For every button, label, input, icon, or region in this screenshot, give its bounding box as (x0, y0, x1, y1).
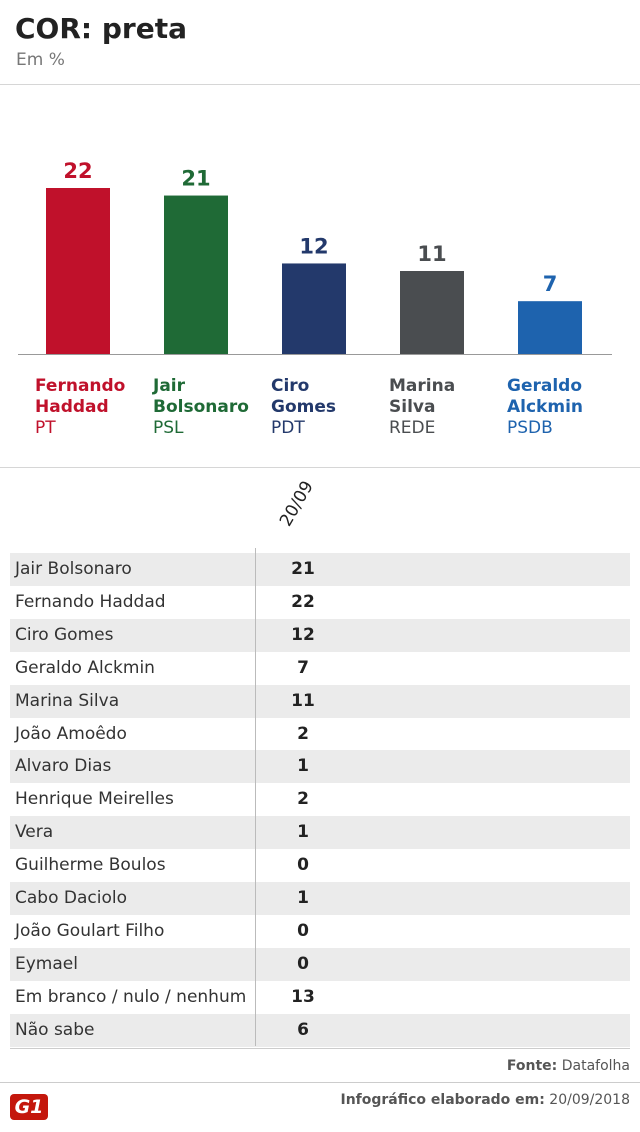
table-row: Não sabe 6 (10, 1013, 630, 1047)
credit: Infográfico elaborado em: 20/09/2018 (340, 1092, 630, 1108)
table-row: Cabo Daciolo 1 (10, 882, 630, 915)
table-row: João Amoêdo 2 (10, 718, 630, 751)
candidate-name: Henrique Meirelles (15, 789, 174, 810)
category-label: Geraldo Alckmin (507, 376, 584, 417)
value-label: 7 (543, 272, 558, 296)
candidate-name: Jair Bolsonaro (15, 559, 132, 579)
logo: G1 (10, 1094, 48, 1120)
divider (10, 1048, 630, 1049)
candidate-value: 0 (297, 953, 309, 974)
subtitle: Em % (16, 50, 65, 70)
candidate-name: Não sabe (15, 1019, 95, 1040)
candidate-value: 7 (297, 657, 309, 678)
category-label: Marina Silva (389, 376, 456, 417)
party-label: PSL (153, 418, 184, 438)
category-label: Fernando Haddad (35, 376, 126, 417)
candidate-value: 6 (297, 1019, 309, 1040)
candidate-value: 2 (297, 723, 309, 744)
table-row: Jair Bolsonaro 21 (10, 553, 630, 586)
credit-date: 20/09/2018 (549, 1092, 630, 1108)
candidate-name: Ciro Gomes (15, 624, 114, 645)
candidate-value: 1 (297, 888, 309, 908)
table-row: Guilherme Boulos 0 (10, 849, 630, 882)
candidate-value: 21 (291, 559, 315, 579)
bar (518, 301, 582, 354)
table-row: Ciro Gomes 12 (10, 618, 630, 652)
bar-chart: 22 21 12 11 7 (18, 159, 612, 355)
candidate-value: 22 (291, 591, 315, 612)
candidate-name: Geraldo Alckmin (15, 657, 155, 678)
source-label: Fonte: (506, 1058, 558, 1074)
candidate-name: João Amoêdo (15, 723, 127, 744)
candidate-value: 12 (291, 624, 315, 645)
party-label: PSDB (507, 418, 553, 438)
bar (46, 188, 110, 354)
bar (282, 263, 346, 354)
credit-label: Infográfico elaborado em: (340, 1092, 545, 1108)
column-header: 20/09 (276, 477, 318, 530)
candidate-value: 11 (291, 690, 315, 711)
value-label: 21 (181, 167, 210, 191)
title: COR: preta (15, 12, 187, 45)
source: Fonte: Datafolha (507, 1058, 630, 1074)
source-name: Datafolha (561, 1058, 630, 1074)
table-row: João Goulart Filho 0 (10, 915, 630, 948)
table-row: Vera 1 (10, 816, 630, 850)
candidate-value: 0 (297, 855, 309, 876)
candidate-value: 1 (297, 756, 309, 777)
value-label: 12 (299, 234, 328, 258)
divider (0, 467, 640, 468)
value-label: 22 (63, 159, 92, 183)
table-row: Geraldo Alckmin 7 (10, 652, 630, 685)
bar (400, 271, 464, 354)
candidate-name: Marina Silva (15, 690, 120, 711)
candidate-name: João Goulart Filho (15, 920, 165, 941)
candidate-value: 13 (291, 986, 315, 1007)
table-row: Fernando Haddad 22 (10, 586, 630, 619)
candidate-name: Alvaro Dias (15, 756, 112, 777)
table-row: Henrique Meirelles 2 (10, 783, 630, 816)
table-row: Em branco / nulo / nenhum 13 (10, 981, 630, 1014)
candidate-name: Fernando Haddad (15, 591, 166, 612)
candidate-name: Eymael (15, 953, 78, 974)
candidate-value: 0 (297, 920, 309, 941)
party-label: PT (35, 418, 56, 438)
table-row: Alvaro Dias 1 (10, 750, 630, 784)
table-row: Marina Silva 11 (10, 684, 630, 718)
party-label: REDE (389, 418, 436, 438)
column-divider (255, 548, 256, 1046)
value-label: 11 (417, 242, 446, 266)
candidate-name: Guilherme Boulos (15, 855, 166, 876)
table-row: Eymael 0 (10, 947, 630, 981)
candidate-name: Em branco / nulo / nenhum (15, 986, 247, 1007)
divider (0, 84, 640, 85)
category-label: Jair Bolsonaro (153, 376, 249, 417)
bar (164, 195, 228, 354)
candidate-value: 1 (297, 822, 309, 843)
candidate-value: 2 (297, 789, 309, 810)
divider (0, 1082, 640, 1083)
candidate-name: Cabo Daciolo (15, 888, 127, 908)
category-label: Ciro Gomes (271, 376, 336, 417)
party-label: PDT (271, 418, 305, 438)
candidate-name: Vera (15, 822, 54, 843)
